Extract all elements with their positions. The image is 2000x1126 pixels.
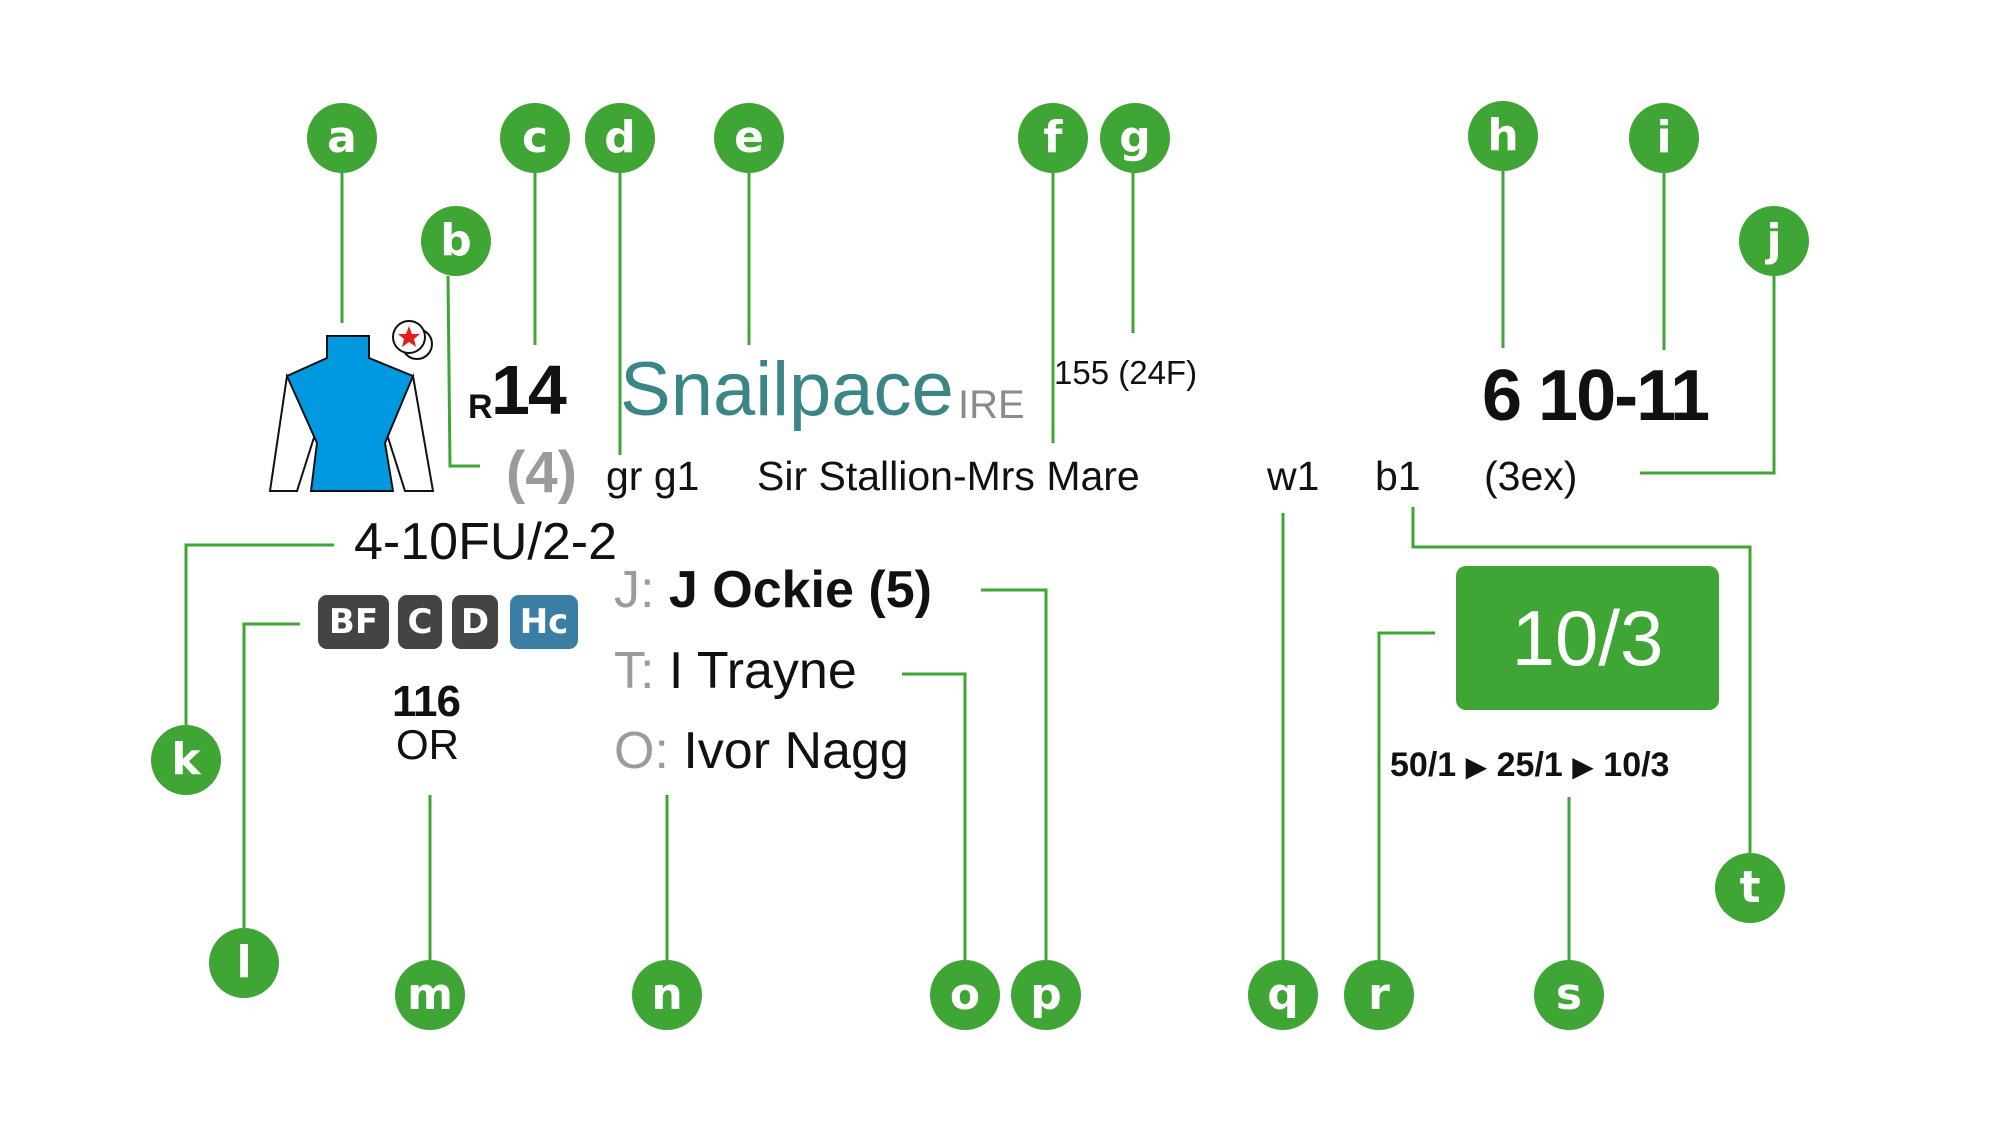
age-weight: 6 10-11: [1482, 356, 1710, 436]
jockey-row: J: J Ockie (5): [614, 564, 932, 616]
callout-o: o: [930, 960, 1000, 1030]
owner-row: O: Ivor Nagg: [614, 725, 909, 777]
trainer-row: T: I Trayne: [614, 645, 857, 697]
current-odds: 10/3: [1511, 593, 1664, 682]
headgear: b1: [1375, 453, 1421, 499]
current-odds-button[interactable]: 10/3: [1456, 566, 1719, 710]
horse-country: IRE: [958, 383, 1025, 427]
callout-f: f: [1018, 103, 1088, 173]
runner-number-prefix: R: [468, 388, 493, 426]
callout-s: s: [1534, 960, 1604, 1030]
odds-step: 25/1: [1496, 746, 1563, 784]
form-figures: 4-10FU/2-2: [354, 513, 617, 571]
callout-l: l: [209, 928, 279, 998]
callout-i: i: [1629, 103, 1699, 173]
callout-g: g: [1100, 103, 1170, 173]
jockey-label: J:: [614, 561, 655, 619]
owner-name[interactable]: Ivor Nagg: [683, 722, 909, 780]
badge-handicap: Hc: [510, 595, 578, 649]
penalty: (3ex): [1484, 453, 1578, 499]
official-rating: 116: [392, 677, 461, 726]
right-triangle-icon: ▶: [1572, 751, 1594, 782]
trainer-name[interactable]: I Trayne: [668, 642, 857, 700]
callout-k: k: [151, 725, 221, 795]
callout-p: p: [1011, 960, 1081, 1030]
callout-b: b: [421, 206, 491, 276]
owner-label: O:: [614, 722, 669, 780]
badge-distance: D: [452, 595, 498, 649]
callout-m: m: [395, 960, 465, 1030]
draw-number: (4): [506, 440, 577, 505]
breeding: Sir Stallion-Mrs Mare: [757, 453, 1140, 499]
official-rating-label: OR: [396, 721, 459, 768]
badge-course: C: [398, 595, 442, 649]
badge-beaten-favourite: BF: [318, 595, 389, 649]
odds-step: 10/3: [1603, 746, 1670, 784]
callout-q: q: [1248, 960, 1318, 1030]
wind-operation: w1: [1267, 453, 1320, 499]
odds-movement: 50/1 ▶ 25/1 ▶ 10/3: [1390, 748, 1669, 782]
callout-c: c: [500, 103, 570, 173]
jockey-silks-icon: [268, 335, 435, 492]
runner-number: 14: [491, 351, 567, 429]
star-cap-icon: [392, 320, 433, 360]
callout-d: d: [585, 103, 655, 173]
callout-n: n: [632, 960, 702, 1030]
callout-r: r: [1344, 960, 1414, 1030]
callout-e: e: [714, 103, 784, 173]
callout-t: t: [1715, 853, 1785, 923]
colour-sex: gr g1: [606, 453, 700, 499]
odds-step: 50/1: [1390, 746, 1457, 784]
trainer-label: T:: [614, 642, 655, 700]
right-triangle-icon: ▶: [1465, 751, 1488, 782]
callout-h: h: [1468, 101, 1538, 171]
horse-name[interactable]: Snailpace: [620, 347, 954, 432]
callout-a: a: [307, 103, 377, 173]
jockey-name[interactable]: J Ockie (5): [668, 561, 932, 619]
days-since-run: 155 (24F): [1054, 354, 1198, 391]
callout-j: j: [1739, 206, 1809, 276]
